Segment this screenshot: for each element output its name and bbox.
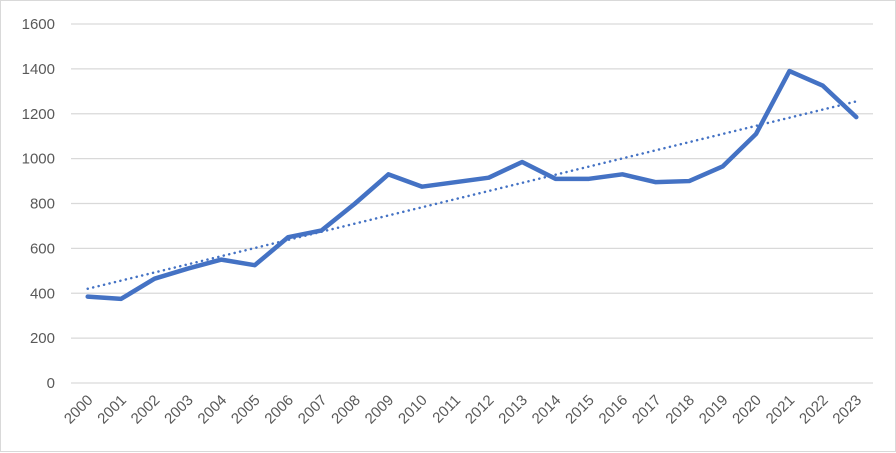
x-tick-label: 2013 [495,392,531,428]
x-tick-label: 2007 [295,392,331,428]
y-tick-label: 0 [47,375,55,392]
gridlines [71,23,873,384]
x-tick-label: 2020 [729,392,765,428]
x-tick-label: 2002 [128,392,164,428]
x-tick-label: 2003 [161,392,197,428]
x-tick-label: 2000 [61,392,97,428]
x-tick-label: 2018 [662,392,698,428]
y-tick-label: 200 [30,330,55,347]
y-tick-label: 400 [30,285,55,302]
x-tick-label: 2012 [462,392,498,428]
x-tick-label: 2004 [195,392,231,428]
y-tick-label: 1400 [22,61,55,78]
x-tick-label: 2008 [328,392,364,428]
x-tick-label: 2021 [763,392,799,428]
x-tick-label: 2006 [261,392,297,428]
x-tick-label: 2010 [395,392,431,428]
y-axis-ticks: 0 200 400 600 800 1000 1200 1400 1600 [22,16,55,392]
x-tick-label: 2023 [829,392,865,428]
x-tick-label: 2009 [362,392,398,428]
y-tick-label: 1000 [22,151,55,168]
y-tick-label: 800 [30,196,55,213]
x-tick-label: 2014 [529,392,565,428]
y-tick-label: 1600 [22,16,55,33]
trendline [86,100,858,291]
x-tick-label: 2022 [796,392,832,428]
x-tick-label: 2016 [596,392,632,428]
x-tick-label: 2019 [696,392,732,428]
x-tick-label: 2017 [629,392,665,428]
x-tick-label: 2005 [228,392,264,428]
y-tick-label: 1200 [22,106,55,123]
x-axis-ticks: 2000200120022003200420052006200720082009… [61,392,865,428]
x-tick-label: 2001 [94,392,130,428]
x-tick-label: 2011 [429,392,464,427]
data-series-line [85,68,859,302]
y-tick-label: 600 [30,240,55,257]
x-tick-label: 2015 [562,392,598,428]
